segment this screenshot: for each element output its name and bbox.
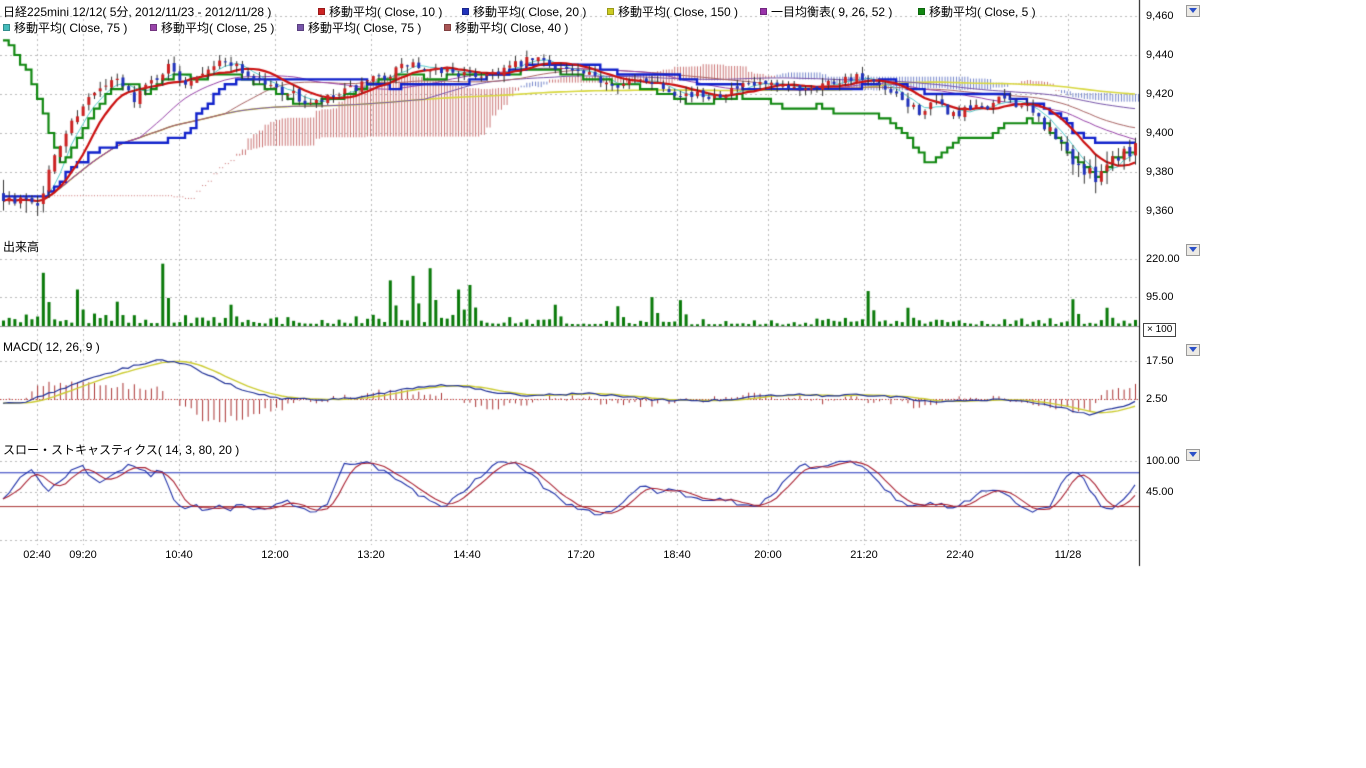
price-axis-label-2: 9,420 [1146,88,1174,100]
macd-axis-label-0: 17.50 [1146,355,1174,367]
price-axis-label-3: 9,400 [1146,127,1174,139]
price-panel-scroll-down-button[interactable] [1186,5,1200,17]
stoch-panel-scroll-down-button[interactable] [1186,449,1200,461]
macd-axis-label-1: 2.50 [1146,393,1167,405]
triangle-down-icon [1189,8,1197,13]
price-axis-label-0: 9,460 [1146,10,1174,22]
price-axis-label-5: 9,360 [1146,205,1174,217]
price-axis-label-4: 9,380 [1146,166,1174,178]
triangle-down-icon [1189,347,1197,352]
price-axis-label-1: 9,440 [1146,49,1174,61]
x-axis-label-1: 09:20 [63,549,103,561]
macd-panel-label: MACD( 12, 26, 9 ) [3,340,100,354]
x-axis-label-3: 12:00 [255,549,295,561]
volume-axis-label-0: 220.00 [1146,253,1180,265]
volume-panel-scroll-down-button[interactable] [1186,244,1200,256]
x-axis-label-9: 21:20 [844,549,884,561]
triangle-down-icon [1189,452,1197,457]
x-axis-label-11: 11/28 [1048,549,1088,561]
x-axis-label-2: 10:40 [159,549,199,561]
x-axis-label-6: 17:20 [561,549,601,561]
stoch-axis-label-1: 45.00 [1146,486,1174,498]
volume-multiplier-badge: × 100 [1143,323,1176,337]
stochastics-panel-label: スロー・ストキャスティクス( 14, 3, 80, 20 ) [3,441,239,458]
volume-panel-label: 出来高 [3,238,39,255]
x-axis-label-8: 20:00 [748,549,788,561]
x-axis-label-5: 14:40 [447,549,487,561]
chart-app-window: 日経225mini 12/12( 5分, 2012/11/23 - 2012/1… [0,0,1366,768]
macd-panel-scroll-down-button[interactable] [1186,344,1200,356]
triangle-down-icon [1189,247,1197,252]
volume-axis-label-1: 95.00 [1146,291,1174,303]
x-axis-label-4: 13:20 [351,549,391,561]
x-axis-label-0: 02:40 [17,549,57,561]
stoch-axis-label-0: 100.00 [1146,455,1180,467]
price-chart-canvas[interactable] [0,0,1142,570]
x-axis-label-10: 22:40 [940,549,980,561]
x-axis-label-7: 18:40 [657,549,697,561]
